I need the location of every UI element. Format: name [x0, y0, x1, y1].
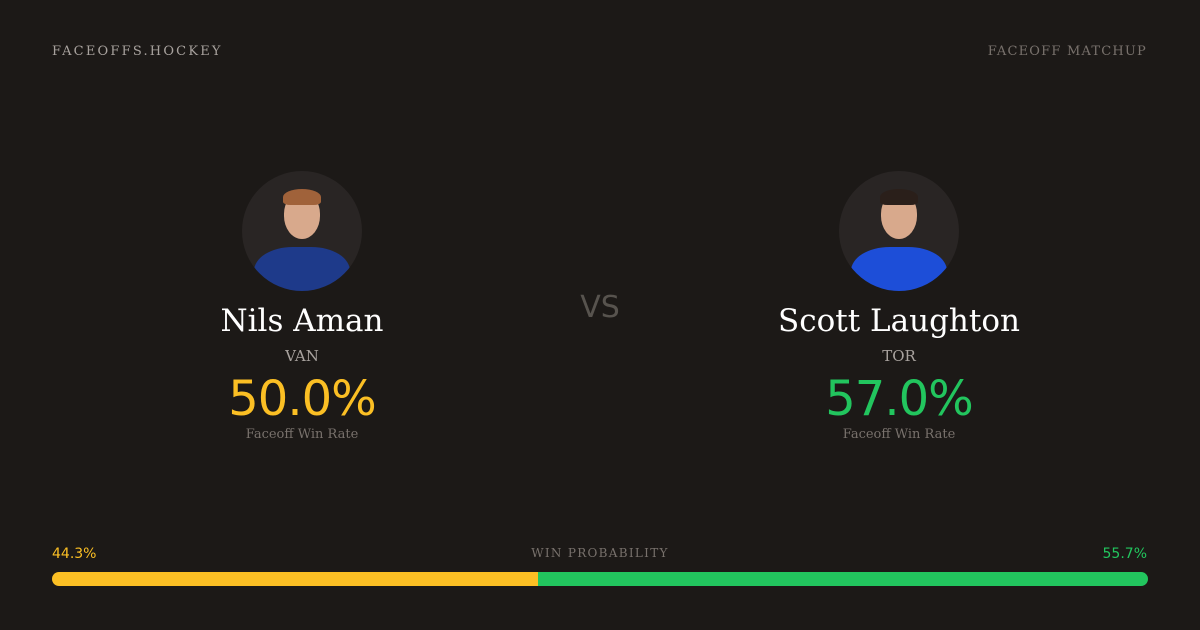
player-card-right: Scott Laughton TOR 57.0% Faceoff Win Rat… [699, 171, 1099, 442]
vs-label: VS [580, 290, 620, 325]
win-prob-title: WIN PROBABILITY [531, 546, 669, 560]
win-prob-right: 55.7% [1102, 546, 1147, 562]
win-prob-segment-left [52, 572, 538, 586]
win-probability-bar [52, 572, 1148, 586]
faceoff-rate-label: Faceoff Win Rate [245, 427, 359, 442]
player-card-left: Nils Aman VAN 50.0% Faceoff Win Rate [102, 171, 502, 442]
player-team: VAN [285, 347, 319, 365]
player-name: Scott Laughton [778, 303, 1020, 339]
player-avatar [839, 171, 959, 291]
player-avatar [242, 171, 362, 291]
faceoff-rate-label: Faceoff Win Rate [842, 427, 956, 442]
player-team: TOR [882, 347, 916, 365]
brand-logo-text: FACEOFFS.HOCKEY [52, 44, 223, 59]
win-prob-segment-right [537, 572, 1148, 586]
win-prob-left: 44.3% [52, 546, 97, 562]
page-tag: FACEOFF MATCHUP [987, 44, 1147, 59]
player-name: Nils Aman [220, 303, 384, 339]
faceoff-rate: 57.0% [825, 371, 973, 427]
faceoff-rate: 50.0% [228, 371, 376, 427]
